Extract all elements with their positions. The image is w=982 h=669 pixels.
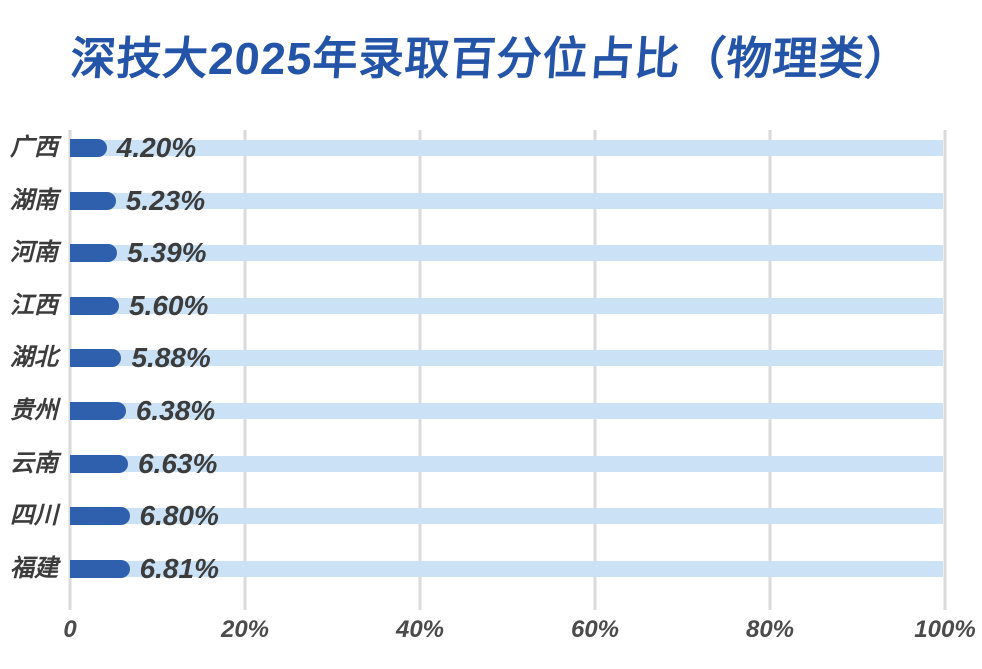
y-axis-label: 云南 xyxy=(10,449,58,477)
bar-track xyxy=(70,192,943,209)
bar xyxy=(70,349,122,368)
bar-value-label: 5.23% xyxy=(125,184,206,216)
bar xyxy=(70,559,130,578)
bar xyxy=(70,244,118,263)
bar xyxy=(70,454,128,473)
y-axis-label: 江西 xyxy=(10,291,58,319)
y-axis-label: 福建 xyxy=(10,554,58,582)
x-axis-tick-label: 20% xyxy=(220,616,270,643)
bar xyxy=(70,507,130,526)
bar-track xyxy=(70,455,943,472)
bar-value-label: 4.20% xyxy=(116,132,197,163)
bar xyxy=(70,402,126,420)
x-axis-tick-label: 0 xyxy=(63,616,77,643)
x-axis-tick-label: 80% xyxy=(745,616,795,643)
bar-value-label: 6.63% xyxy=(138,447,218,479)
y-axis-label: 四川 xyxy=(10,502,58,530)
gridline xyxy=(943,130,947,610)
bar-value-label: 5.88% xyxy=(131,342,211,374)
bar xyxy=(70,191,116,210)
bar-track xyxy=(70,350,943,367)
bar-track xyxy=(70,508,943,525)
bar-value-label: 6.38% xyxy=(135,395,216,426)
y-axis-label: 湖南 xyxy=(10,186,58,214)
gridline xyxy=(593,130,597,610)
bar-value-label: 5.39% xyxy=(127,237,207,269)
y-axis-label: 广西 xyxy=(10,134,58,161)
gridline xyxy=(243,130,247,610)
bar-value-label: 6.80% xyxy=(139,500,219,532)
gridline xyxy=(768,130,772,610)
bar-track xyxy=(70,403,943,419)
chart-title: 深技大2025年录取百分位占比（物理类） xyxy=(68,33,913,84)
bar xyxy=(70,139,107,157)
gridline xyxy=(418,130,422,610)
bar-track xyxy=(70,297,943,314)
bar-value-label: 5.60% xyxy=(129,289,209,321)
bar-track xyxy=(70,560,943,577)
bar xyxy=(70,296,119,315)
y-axis-label: 湖北 xyxy=(10,344,58,372)
bar-value-label: 6.81% xyxy=(139,552,219,584)
bar-track xyxy=(70,245,943,262)
y-axis-label: 河南 xyxy=(10,239,58,267)
y-axis-label: 贵州 xyxy=(10,397,58,424)
x-axis-tick-label: 60% xyxy=(570,616,620,643)
x-axis-tick-label: 40% xyxy=(395,616,445,643)
gridline xyxy=(68,130,72,610)
x-axis-tick-label: 100% xyxy=(914,616,976,643)
plot-area: 0 20% 40% 60% 80% 100% 4.20% 广西 5.23% 湖南 5.39% 河南 5.… xyxy=(10,130,976,643)
bar-track xyxy=(70,140,943,156)
